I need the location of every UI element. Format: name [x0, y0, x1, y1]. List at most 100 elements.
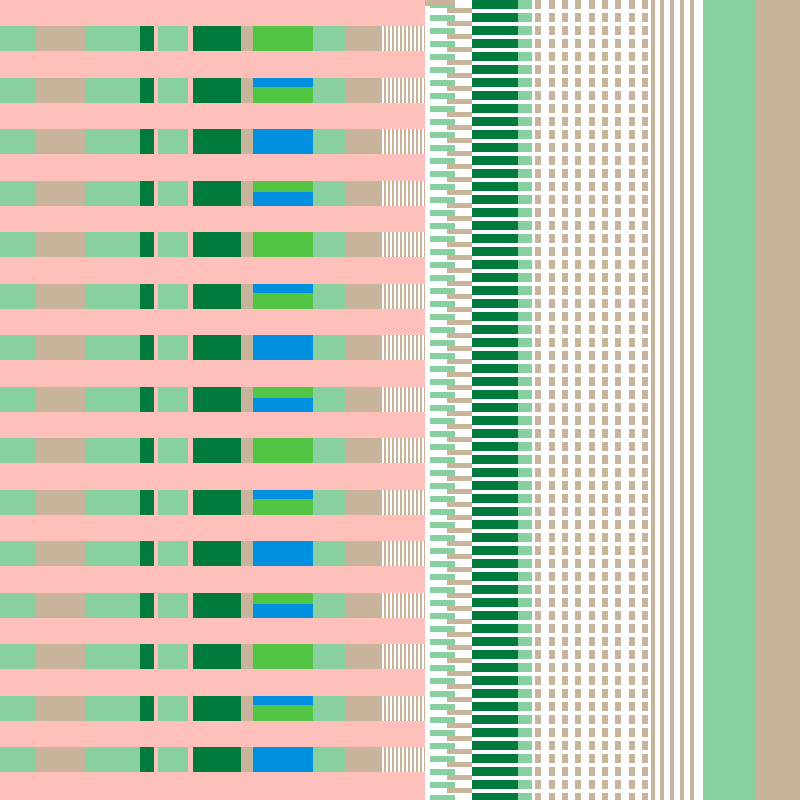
small-stripe-beige	[447, 268, 472, 273]
row-cell-bright-green	[253, 26, 313, 51]
small-stripe-beige	[447, 775, 472, 780]
dash-dark-green	[472, 754, 518, 763]
row-cell-gap	[154, 284, 158, 309]
dash-mint	[518, 624, 532, 633]
small-stripe-mint	[430, 67, 455, 73]
small-stripe-mint	[430, 210, 455, 216]
row-cell-gap	[154, 747, 158, 772]
small-stripe-mint	[430, 301, 455, 307]
row-cell-gap	[154, 438, 158, 463]
row-cell-mint	[313, 593, 345, 618]
small-stripe-mint	[430, 288, 455, 294]
row-cell-beige	[35, 232, 85, 257]
dash-dark-green	[472, 520, 518, 529]
row-cell-blue	[253, 129, 313, 154]
dash-mint	[518, 455, 532, 464]
small-stripe-beige	[447, 294, 472, 299]
row-cell-beige	[345, 181, 380, 206]
row-cell-dark-green	[193, 747, 241, 772]
row-cell-beige	[345, 438, 380, 463]
dash-dark-green	[472, 585, 518, 594]
dash-mint	[518, 403, 532, 412]
dash-mint	[518, 299, 532, 308]
row-cell-dark-green	[193, 593, 241, 618]
dash-dark-green	[472, 377, 518, 386]
small-stripe-beige	[447, 632, 472, 637]
small-stripe-beige	[447, 307, 472, 312]
row-cell-mint	[313, 78, 345, 103]
small-stripe-beige	[447, 47, 472, 52]
row-cell-gap	[154, 593, 158, 618]
dash-dark-green	[472, 65, 518, 74]
small-stripe-mint	[430, 223, 455, 229]
small-stripe-beige	[447, 697, 472, 702]
row-cell-mint	[0, 181, 35, 206]
small-stripe-beige	[447, 112, 472, 117]
vertical-stripe-beige	[660, 0, 664, 800]
small-stripe-mint	[430, 496, 455, 502]
row-cell-gap	[154, 129, 158, 154]
small-stripe-beige	[447, 437, 472, 442]
dash-mint	[518, 247, 532, 256]
row-cell-blue	[253, 284, 313, 293]
small-stripe-beige	[447, 125, 472, 130]
dash-dark-green	[472, 299, 518, 308]
row-cell-bright-green	[253, 87, 313, 103]
row-cell-dark-green	[193, 541, 241, 566]
row-cell-beige	[241, 438, 253, 463]
row-cell-mint	[85, 232, 140, 257]
dash-mint	[518, 130, 532, 139]
row-cell-beige	[241, 78, 253, 103]
small-stripe-beige	[447, 359, 472, 364]
dash-mint	[518, 208, 532, 217]
small-stripe-mint	[430, 353, 455, 359]
row-cell-bright-green	[253, 705, 313, 721]
dash-column-beige	[629, 0, 635, 800]
row-cell-mint	[85, 78, 140, 103]
row-cell-hatch	[380, 387, 425, 412]
row-cell-mint	[0, 490, 35, 515]
small-stripe-beige	[447, 489, 472, 494]
row-cell-beige	[35, 335, 85, 360]
row-cell-beige	[35, 490, 85, 515]
row-cell-mint	[85, 129, 140, 154]
dash-dark-green	[472, 351, 518, 360]
dash-dark-green	[472, 390, 518, 399]
dash-mint	[518, 507, 532, 516]
dash-dark-green	[472, 793, 518, 800]
small-stripe-beige	[447, 749, 472, 754]
dash-mint	[518, 585, 532, 594]
small-stripe-beige	[425, 0, 455, 6]
small-stripe-beige	[447, 580, 472, 585]
row-cell-mint	[313, 747, 345, 772]
row-cell-beige	[241, 335, 253, 360]
small-stripe-mint	[430, 405, 455, 411]
dash-mint	[518, 351, 532, 360]
dash-mint	[518, 494, 532, 503]
row-cell-gap	[154, 335, 158, 360]
dash-dark-green	[472, 481, 518, 490]
row-cell-mint	[158, 593, 188, 618]
small-stripe-beige	[447, 515, 472, 520]
small-stripe-beige	[447, 502, 472, 507]
dash-dark-green	[472, 598, 518, 607]
row-cell-beige	[35, 747, 85, 772]
row-cell-mint	[85, 747, 140, 772]
dash-dark-green	[472, 442, 518, 451]
row-cell-mint	[85, 438, 140, 463]
dash-mint	[518, 767, 532, 776]
row-cell-mint	[0, 696, 35, 721]
dash-mint	[518, 481, 532, 490]
row-cell-dark-green	[140, 335, 154, 360]
dash-mint	[518, 156, 532, 165]
row-cell-mint	[85, 181, 140, 206]
row-cell-beige	[35, 26, 85, 51]
row-cell-beige	[241, 593, 253, 618]
row-cell-dark-green	[193, 26, 241, 51]
small-stripe-mint	[430, 587, 455, 593]
row-cell-mint	[313, 335, 345, 360]
small-stripe-mint	[430, 262, 455, 268]
dash-dark-green	[472, 156, 518, 165]
vertical-stripe-beige	[670, 0, 674, 800]
row-cell-bright-green	[253, 644, 313, 669]
